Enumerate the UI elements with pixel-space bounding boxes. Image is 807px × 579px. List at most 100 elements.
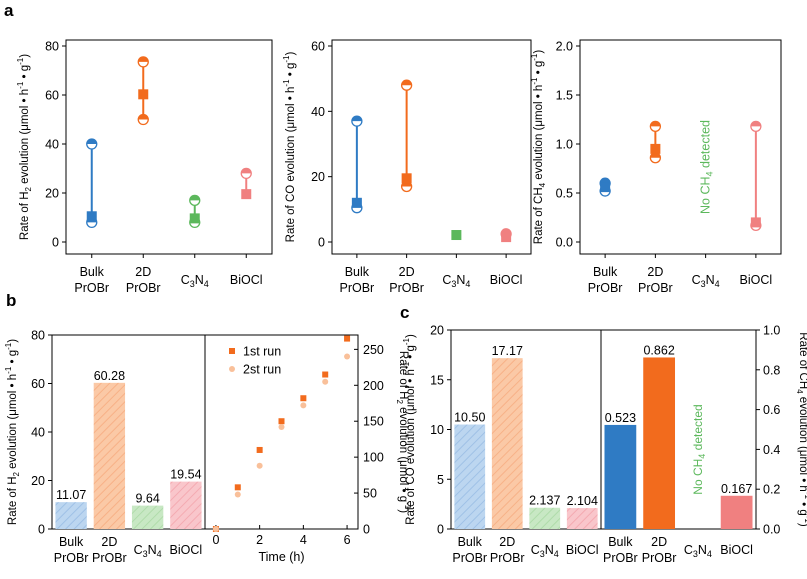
x-tick-label-part: 4 <box>554 549 559 559</box>
x-tick-label: PrOBr <box>340 281 375 295</box>
x-tick-label-part: 4 <box>715 279 720 289</box>
y-axis-label-part: -1 <box>4 342 13 350</box>
bar <box>720 495 753 529</box>
bar <box>529 507 561 529</box>
x-tick-label-part: 4 <box>707 549 712 559</box>
bar <box>170 481 202 529</box>
y-axis-label-part: ) <box>397 509 409 513</box>
chart-c1-co-bars: 0 5 10 15 20 10.50 Bulk PrOBr 17.17 2D PrOBr 2.137 C… <box>402 324 601 565</box>
x-tick-label: 4 <box>300 533 307 547</box>
x-tick-label: PrOBr <box>54 551 89 565</box>
y-axis-label-part: evolution (μmol • g <box>397 404 409 502</box>
y-tick-label: 15 <box>430 373 444 387</box>
y-axis-label: Rate of CO evolution (μmol • h-1 • g-1) <box>402 334 417 525</box>
y-axis-label-part: • g <box>285 63 297 80</box>
y-tick-label: 0.0 <box>556 236 573 250</box>
y-tick-label: 2.0 <box>556 40 573 54</box>
x-tick-label: 2D <box>135 265 151 279</box>
run1-point <box>322 371 329 378</box>
run1-point <box>256 446 263 453</box>
y-tick-label: 80 <box>45 40 59 54</box>
y-tick-label: 60 <box>31 377 45 391</box>
y-axis-label-part: evolution (μmol • h <box>533 85 545 183</box>
y-axis-label-part: Rate of CH <box>533 187 545 244</box>
max-marker-fill <box>241 168 252 174</box>
y-axis-label-part: -1 <box>530 77 539 85</box>
y-axis-label-part: -1 <box>403 502 412 510</box>
plot-frame <box>331 39 532 255</box>
x-tick-label: C3N4 <box>531 543 559 559</box>
y-tick-label: 0 <box>437 523 444 537</box>
y-tick-label: 20 <box>31 474 45 488</box>
legend-marker-run1 <box>229 348 235 354</box>
mean-marker <box>241 189 252 200</box>
y-tick-label: 0 <box>318 236 325 250</box>
panel-label-b: b <box>6 291 16 310</box>
y-axis-label: Rate of H2 evolution (μmol • h-1 • g-1) <box>4 339 21 525</box>
y-axis-label-part: Rate of H <box>19 192 31 241</box>
legend-label: 1st run <box>243 345 281 359</box>
y-axis-label-part: -1 <box>16 57 25 65</box>
annotation-part: 4 <box>697 454 707 459</box>
x-tick-label: PrOBr <box>74 281 109 295</box>
y-tick-label: 50 <box>363 487 377 501</box>
x-tick-label: C3N4 <box>442 273 470 289</box>
bar-value-label: 19.54 <box>170 468 201 482</box>
mean-marker <box>501 232 512 243</box>
mean-marker <box>451 230 462 241</box>
run2-point <box>322 378 329 385</box>
bar-value-label: 9.64 <box>135 492 159 506</box>
bar <box>93 382 126 529</box>
chart-a2-co-range: 0 20 40 60 Bulk PrOBr 2D PrOBr C3N4 BiOCl Rate of … <box>282 39 532 295</box>
x-tick-label: PrOBr <box>603 551 638 565</box>
x-tick-label: PrOBr <box>490 551 525 565</box>
y-tick-label: 60 <box>45 89 59 103</box>
y-axis-label-part: Rate of H <box>7 477 19 526</box>
y-tick-label: 0.6 <box>763 403 780 417</box>
x-tick-label: 2 <box>256 533 263 547</box>
mean-marker <box>650 143 661 154</box>
bar-value-label: 17.17 <box>492 344 523 358</box>
y-tick-label: 1.0 <box>763 324 780 338</box>
max-marker-fill <box>401 80 412 86</box>
mean-marker <box>600 182 611 193</box>
run1-point <box>278 418 285 425</box>
y-tick-label: 0 <box>38 523 45 537</box>
run2-point <box>344 353 351 360</box>
y-tick-label: 20 <box>430 324 444 338</box>
x-tick-label: C3N4 <box>134 543 162 559</box>
y-tick-label: 0.4 <box>763 443 780 457</box>
x-tick-label: PrOBr <box>642 551 677 565</box>
y-axis-label-part: evolution (μmol • h <box>797 394 807 492</box>
bar-value-label: 0.862 <box>643 343 674 357</box>
x-tick-label-part: 4 <box>204 279 209 289</box>
x-tick-label: PrOBr <box>92 551 127 565</box>
plot-frame <box>65 39 273 255</box>
x-tick-label-part: 3 <box>143 549 148 559</box>
y-axis-label-part: Rate of CH <box>797 332 807 389</box>
x-tick-label: Bulk <box>593 265 618 279</box>
annotation-part: No CH <box>699 176 713 214</box>
mean-marker <box>351 197 362 208</box>
x-tick-label: BiOCl <box>720 543 753 557</box>
y-axis-label-part: evolution (μmol • h <box>7 374 19 472</box>
y-axis-label-part: -1 <box>282 79 291 87</box>
mean-marker <box>138 89 149 100</box>
y-axis-label-part: -1 <box>402 361 411 369</box>
bar-value-label: 60.28 <box>94 369 125 383</box>
chart-b1-h2-bars: 0 20 40 60 80 11.07 Bulk PrOBr 60.28 2D PrOBr 9.64 C… <box>4 329 205 565</box>
y-tick-label: 0 <box>52 236 59 250</box>
y-axis-label-part: • g <box>19 65 31 82</box>
y-axis-label-part: ) <box>7 339 19 343</box>
panel-label-c: c <box>400 303 409 322</box>
y-axis-label-part: • g <box>7 350 19 367</box>
bar <box>643 357 676 529</box>
run2-point <box>212 526 219 532</box>
y-axis-label-part: 2 <box>24 187 33 192</box>
y-tick-label: 250 <box>363 343 384 357</box>
x-tick-label-part: C <box>134 543 143 557</box>
y-axis-label-part: ) <box>405 334 417 338</box>
y-tick-label: 200 <box>363 379 384 393</box>
y-tick-label: 40 <box>31 426 45 440</box>
x-tick-label: PrOBr <box>126 281 161 295</box>
